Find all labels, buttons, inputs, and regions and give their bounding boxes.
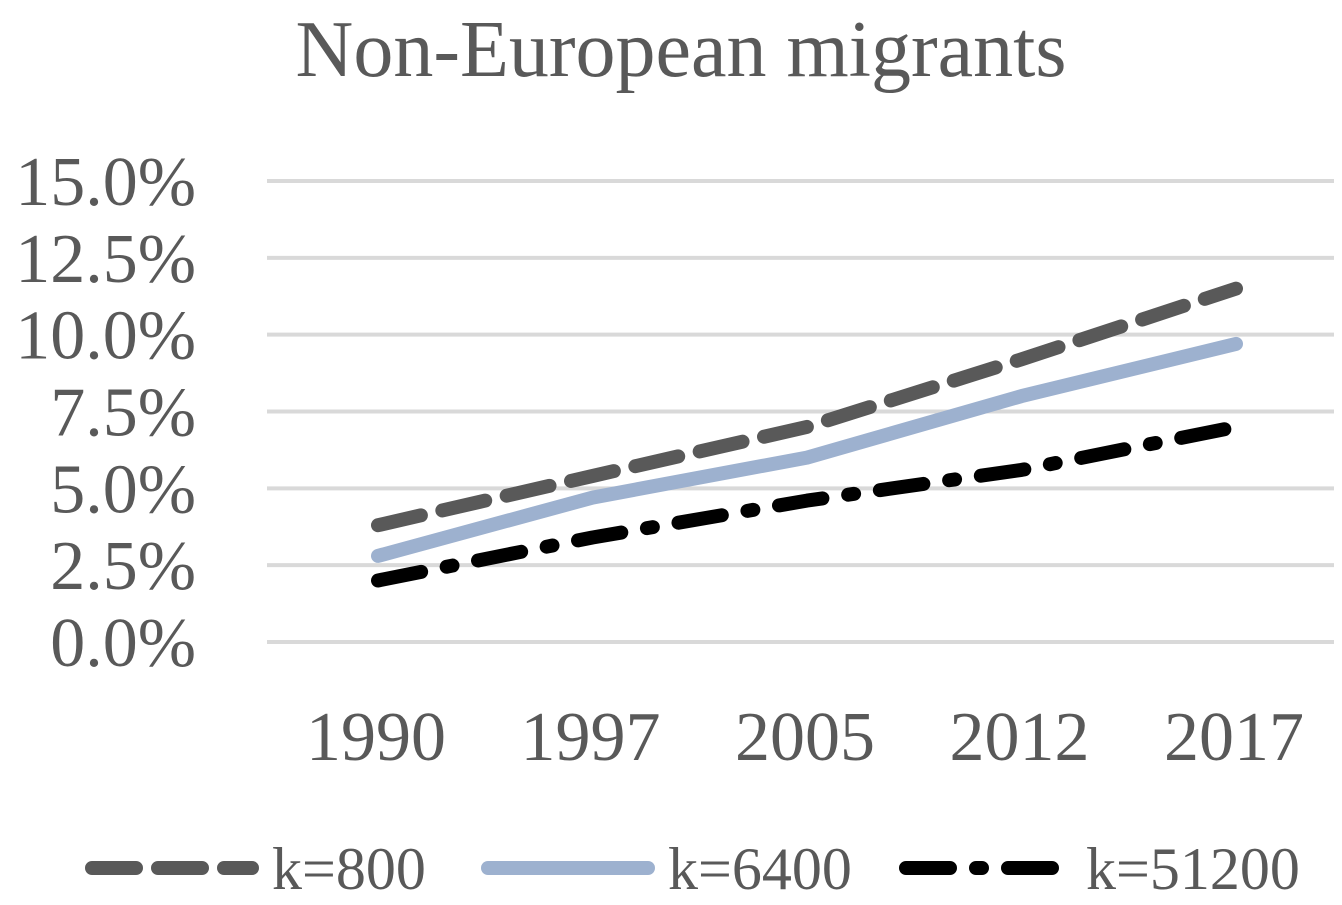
x-tick-label: 2017 — [1164, 699, 1304, 776]
y-tick-label: 12.5% — [15, 221, 196, 298]
legend: k=800 k=6400 k=51200 — [85, 836, 1300, 902]
y-tick-label: 0.0% — [50, 605, 196, 682]
series-line-k-6400 — [371, 336, 1243, 563]
series-line-k-51200 — [371, 419, 1243, 588]
series-lines — [371, 281, 1243, 588]
x-axis-tick-labels: 1990 1997 2005 2012 2017 — [306, 699, 1304, 776]
legend-label: k=6400 — [668, 836, 852, 900]
x-tick-label: 1990 — [306, 699, 446, 776]
x-tick-label: 2012 — [950, 699, 1090, 776]
legend-label: k=51200 — [1086, 836, 1300, 900]
y-tick-label: 15.0% — [15, 144, 196, 221]
x-tick-label: 2005 — [735, 699, 875, 776]
chart-title: Non-European migrants — [296, 6, 1067, 94]
y-axis-tick-labels: 0.0%2.5%5.0%7.5%10.0%12.5%15.0% — [15, 144, 196, 682]
series-line-k-800 — [371, 281, 1243, 533]
y-tick-label: 5.0% — [50, 451, 196, 528]
y-tick-label: 7.5% — [50, 375, 196, 452]
x-tick-label: 1997 — [521, 699, 661, 776]
legend-label: k=800 — [272, 836, 426, 900]
y-tick-label: 10.0% — [15, 298, 196, 375]
y-tick-label: 2.5% — [50, 528, 196, 605]
